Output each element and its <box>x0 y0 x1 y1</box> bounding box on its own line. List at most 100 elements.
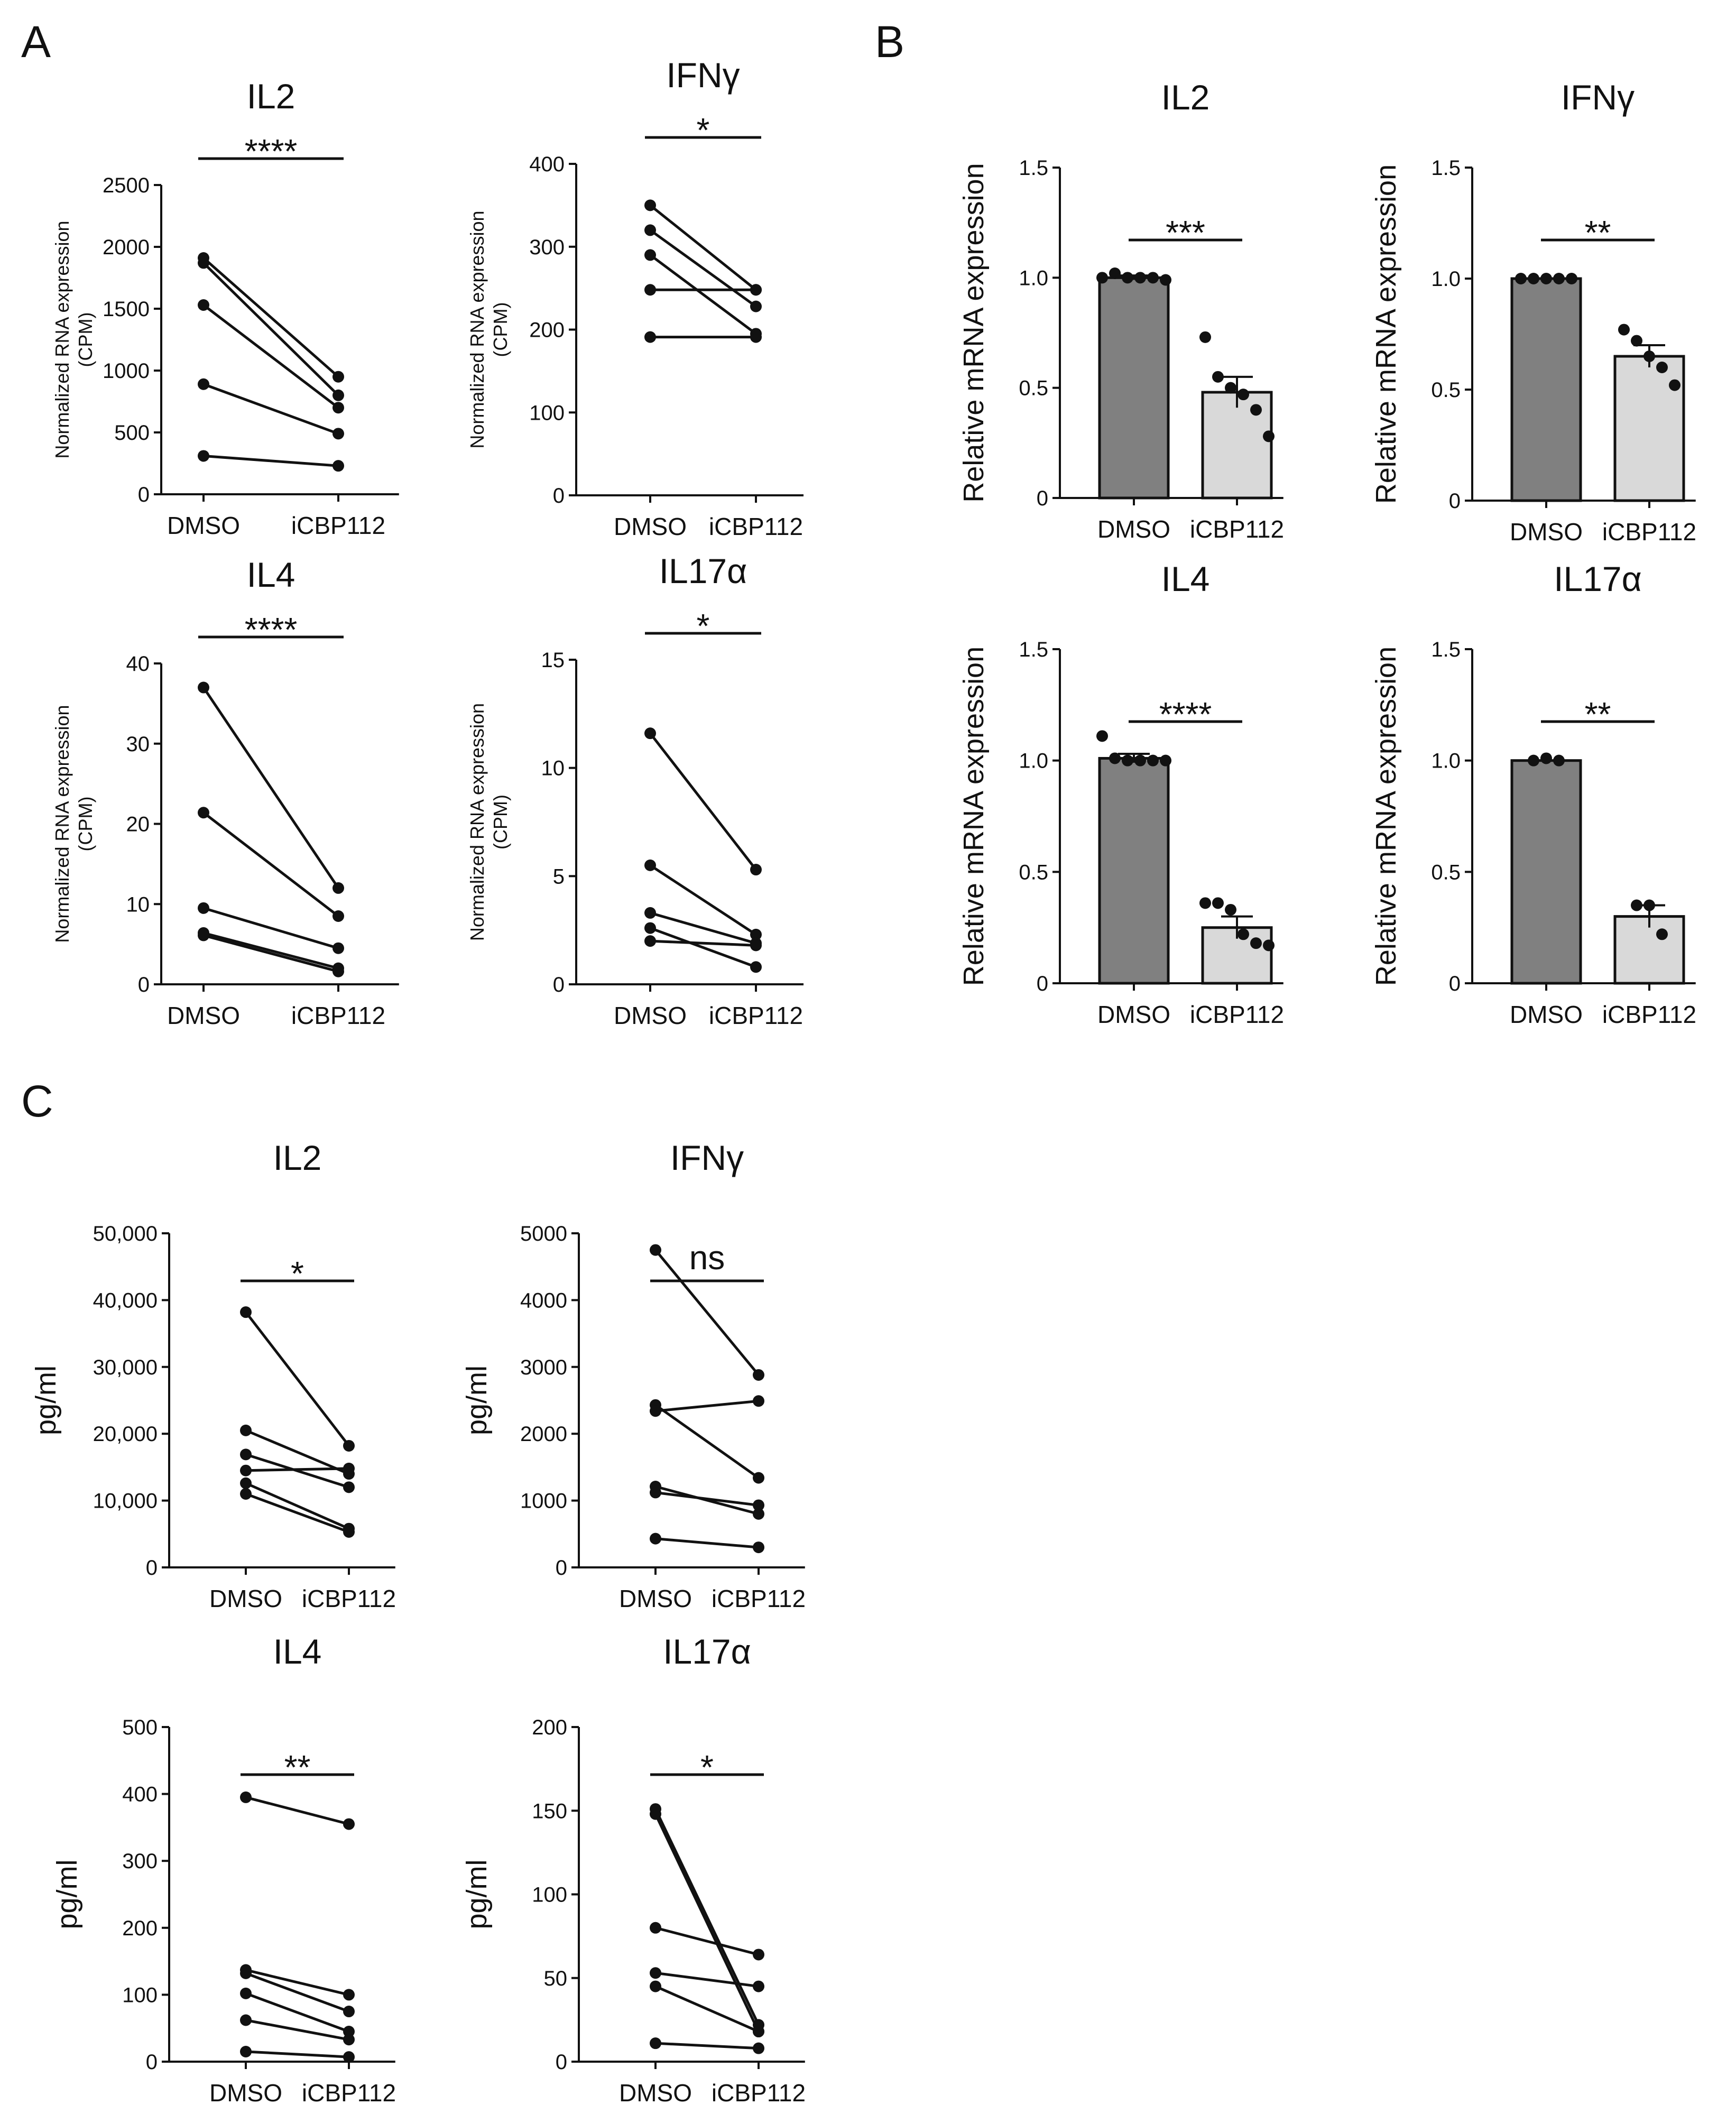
data-point <box>1225 903 1236 916</box>
series-line <box>245 1467 349 1472</box>
y-tick-label: 1.5 <box>1431 156 1461 180</box>
y-tick-label: 400 <box>122 1783 158 1806</box>
x-category-label: DMSO <box>167 1002 240 1029</box>
data-point <box>753 1508 764 1520</box>
x-category-label: iCBP112 <box>302 1585 396 1612</box>
data-point <box>1250 937 1262 949</box>
data-point <box>644 224 656 236</box>
y-axis-label: pg/ml <box>461 1365 493 1435</box>
y-tick-label: 400 <box>529 153 565 176</box>
y-tick-label: 30,000 <box>93 1356 158 1379</box>
y-tick-label: 1.5 <box>1431 638 1461 661</box>
data-point <box>650 2037 661 2050</box>
data-point <box>1528 754 1539 767</box>
data-point <box>333 965 344 977</box>
series-line <box>655 1485 759 1516</box>
data-point <box>1263 939 1275 952</box>
data-point <box>750 331 762 343</box>
chart-11: IL17α 0 50 100 150 200 DMSO iCBP112 pg/ml * <box>461 1632 806 2107</box>
data-point <box>343 2026 355 2038</box>
y-tick-label: 200 <box>532 1716 567 1739</box>
y-axis-label: Relative mRNA expression <box>958 647 990 986</box>
data-point <box>644 331 656 343</box>
chart-title: IFNγ <box>1561 78 1635 117</box>
series-line <box>655 1537 759 1549</box>
y-tick-label: 1.5 <box>1019 156 1048 180</box>
series-line <box>245 1492 349 1534</box>
y-tick-label: 1.0 <box>1431 267 1461 291</box>
y-axis-label: Normalized RNA expression(CPM) <box>51 705 96 943</box>
data-point <box>333 389 344 401</box>
y-tick-label: 30 <box>126 733 150 756</box>
y-axis-label-line: (CPM) <box>490 302 511 357</box>
series-line <box>202 811 339 917</box>
data-point <box>1540 273 1552 284</box>
chart-0: IL2 0 500 1000 1500 2000 2500 DMSO iCBP112 Normal… <box>51 77 399 539</box>
series-line <box>654 1808 760 2026</box>
y-axis-label-line: Normalized RNA expression <box>51 705 73 943</box>
chart-title: IL17α <box>663 1632 751 1671</box>
data-point <box>198 929 209 941</box>
y-tick-label: 2500 <box>103 174 150 197</box>
data-point <box>240 1488 252 1500</box>
y-tick-label: 50 <box>544 1967 568 1990</box>
data-point <box>1656 928 1668 940</box>
series-line <box>650 927 756 968</box>
significance-label: * <box>291 1254 304 1293</box>
x-category-label: iCBP112 <box>291 512 385 539</box>
data-point <box>198 299 209 311</box>
y-axis-label-line: (CPM) <box>75 797 96 852</box>
data-point <box>343 1989 355 2001</box>
y-tick-label: 500 <box>114 421 150 445</box>
panel-label-c: C <box>21 1076 53 1126</box>
data-point <box>753 1369 764 1381</box>
significance-label: ns <box>689 1239 725 1277</box>
series-line <box>654 1813 760 2033</box>
chart-8: IL2 0 10,000 20,000 30,000 40,000 50,000 DMSO iC… <box>30 1138 396 1612</box>
y-tick-label: 15 <box>541 649 565 672</box>
y-axis-label-line: Normalized RNA expression <box>51 220 73 458</box>
data-point <box>1618 324 1630 336</box>
data-point <box>1553 273 1565 284</box>
data-point <box>650 1487 661 1499</box>
data-point <box>240 1987 252 1999</box>
x-category-label: DMSO <box>619 1585 692 1612</box>
significance-label: ** <box>1585 214 1611 252</box>
series-line <box>649 864 757 936</box>
x-category-label: iCBP112 <box>709 1002 803 1029</box>
data-point <box>333 402 344 414</box>
chart-title: IL4 <box>273 1632 322 1671</box>
y-axis-label: Relative mRNA expression <box>1370 647 1402 986</box>
data-point <box>198 807 209 819</box>
data-point <box>644 249 656 261</box>
x-category-label: DMSO <box>209 1585 282 1612</box>
chart-10: IL4 0 100 200 300 400 500 DMSO iCBP112 pg/ml ** <box>51 1632 396 2107</box>
significance-label: ** <box>284 1748 311 1786</box>
chart-7: IL17α 0 0.5 1.0 1.5 DMSO iCBP112 Relative mRNA … <box>1370 559 1696 1028</box>
data-point <box>1212 897 1224 909</box>
x-category-label: DMSO <box>614 513 687 540</box>
y-tick-label: 100 <box>122 1983 158 2007</box>
data-point <box>1631 335 1642 347</box>
y-tick-label: 200 <box>122 1917 158 1940</box>
data-point <box>1225 382 1236 394</box>
y-tick-label: 300 <box>122 1850 158 1873</box>
data-point <box>333 460 344 472</box>
chart-title: IL2 <box>1161 78 1210 117</box>
y-tick-label: 1.0 <box>1019 750 1048 773</box>
x-category-label: DMSO <box>1097 1001 1170 1028</box>
y-tick-label: 5 <box>553 865 565 888</box>
significance-label: **** <box>245 611 298 649</box>
series-line <box>654 1249 760 1376</box>
data-point <box>750 939 762 952</box>
data-point <box>1134 754 1146 767</box>
chart-title: IL4 <box>1161 559 1210 598</box>
y-axis-label-line: Normalized RNA expression <box>466 210 488 448</box>
data-point <box>240 1448 252 1461</box>
data-point <box>644 935 656 947</box>
data-point <box>198 450 209 462</box>
data-point <box>343 2051 355 2063</box>
data-point <box>1160 754 1171 767</box>
series-line <box>245 1969 349 1996</box>
data-point <box>753 2042 764 2054</box>
